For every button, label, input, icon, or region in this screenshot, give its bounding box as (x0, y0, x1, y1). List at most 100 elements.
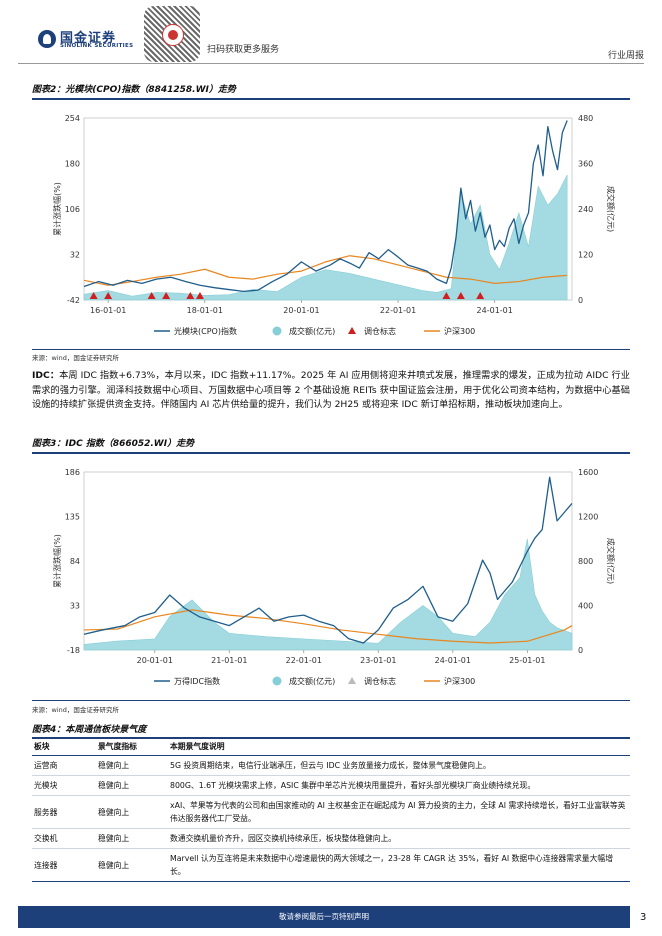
figure3-top-rule (32, 452, 630, 454)
cpo-y2-tick-label: 480 (578, 114, 593, 123)
cpo-series-index (83, 120, 568, 293)
cpo-legend-label: 调仓标志 (364, 326, 396, 336)
figure2-bottom-rule (32, 349, 630, 350)
scan-prompt: 扫码获取更多服务 (207, 45, 280, 55)
description-cell: Marvell 认为互连将是未来数据中心增速最快的两大领域之一，23-28 年 … (168, 848, 630, 882)
sector-cell: 光模块 (32, 775, 96, 796)
report-type: 行业周报 (607, 51, 644, 61)
cpo-legend-label: 沪深300 (444, 326, 475, 336)
cpo-rebalance-marker (147, 292, 156, 299)
cpo-series-csi300 (83, 255, 568, 286)
column-header: 本期景气度说明 (168, 739, 630, 756)
cpo-series-volume (83, 174, 568, 301)
cpo-legend-label: 成交额(亿元) (289, 326, 335, 336)
cpo-y2-tick-label: 120 (578, 251, 593, 260)
indicator-cell: 稳健向上 (96, 755, 168, 776)
indicator-cell: 稳健向上 (96, 775, 168, 796)
description-cell: 数通交换机量价齐升，园区交换机持续承压，板块整体稳健向上。 (168, 828, 630, 849)
idc-series-index (83, 476, 573, 644)
indicator-cell: 稳健向上 (96, 795, 168, 829)
table-row: 运营商 稳健向上 5G 投资周期结束，电信行业端承压，但云与 IDC 业务放量接… (32, 755, 630, 776)
idc-y2-tick-label: 1200 (578, 513, 598, 522)
logo-name-en: SINOLINK SECURITIES (60, 43, 134, 49)
idc-x-tick-label: 22-01-01 (286, 656, 322, 665)
cpo-y-tick-label: 254 (65, 114, 80, 123)
cpo-y2-tick-label: 360 (578, 160, 593, 169)
figure4-top-rule (32, 737, 630, 739)
footer-bar (18, 906, 630, 928)
idc-y-tick-label: 186 (65, 468, 80, 477)
cpo-rebalance-marker (456, 292, 465, 299)
figure2-top-rule (32, 98, 630, 100)
idc-legend-label: 调仓标志 (364, 676, 396, 686)
cpo-rebalance-marker (195, 292, 204, 299)
sector-cell: 运营商 (32, 755, 96, 776)
description-cell: xAI、苹果等为代表的公司和由国家推动的 AI 主权基金正在崛起成为 AI 算力… (168, 795, 630, 829)
description-cell: 800G、1.6T 光模块需求上修，ASIC 集群中单芯片光模块用量提升，看好头… (168, 775, 630, 796)
column-header: 景气度指标 (96, 739, 168, 756)
cpo-x-tick-label: 22-01-01 (380, 306, 416, 315)
description-cell: 5G 投资周期结束，电信行业端承压，但云与 IDC 业务放量接力成长，整体景气度… (168, 755, 630, 776)
idc-y-tick-label: 33 (70, 602, 80, 611)
idc-y2-tick-label: 800 (578, 557, 593, 566)
sentiment-table: 板块 景气度指标 本期景气度说明 运营商 稳健向上 5G 投资周期结束，电信行业… (32, 739, 630, 882)
figure2-source: 来源：wind，国金证券研究所 (32, 354, 119, 362)
cpo-y-tick-label: 32 (70, 251, 80, 260)
idc-paragraph: IDC：本周 IDC 指数+6.73%，本月以来，IDC 指数+11.17%。2… (32, 369, 630, 413)
cpo-rebalance-marker (476, 292, 485, 299)
table-row: 服务器 稳健向上 xAI、苹果等为代表的公司和由国家推动的 AI 主权基金正在崛… (32, 795, 630, 829)
chart-cpo: 16-01-01 18-01-01 20-01-01 22-01-01 24-01-01… (52, 114, 616, 336)
cpo-rebalance-marker (89, 292, 98, 299)
table-row: 交换机 稳健向上 数通交换机量价齐升，园区交换机持续承压，板块整体稳健向上。 (32, 828, 630, 849)
idc-x-tick-label: 23-01-01 (360, 656, 396, 665)
sector-cell: 连接器 (32, 848, 96, 882)
cpo-y2-axis-title: 成交额(亿元) (606, 186, 616, 232)
idc-x-tick-label: 21-01-01 (211, 656, 247, 665)
idc-y2-tick-label: 1600 (578, 468, 598, 477)
cpo-rebalance-marker (162, 292, 171, 299)
logo-icon (38, 30, 56, 48)
sector-cell: 交换机 (32, 828, 96, 849)
cpo-legend-swatch (348, 327, 356, 334)
figure2-title: 图表2：光模块(CPO)指数（8841258.WI）走势 (32, 85, 236, 95)
table-header-row: 板块 景气度指标 本期景气度说明 (32, 739, 630, 756)
figure3-title: 图表3：IDC 指数（866052.WI）走势 (32, 439, 195, 449)
cpo-x-tick-label: 18-01-01 (187, 306, 223, 315)
idc-y2-axis-title: 成交额(亿元) (606, 538, 616, 584)
cpo-y-tick-label: 106 (65, 205, 80, 214)
sector-cell: 服务器 (32, 795, 96, 829)
idc-y-axis-title: 累计涨跌幅(%) (52, 534, 62, 588)
idc-legend-swatch (272, 676, 282, 686)
idc-x-tick-label: 25-01-01 (509, 656, 545, 665)
idc-legend-swatch (348, 677, 356, 684)
idc-series-csi300 (83, 609, 573, 644)
cpo-legend-swatch (272, 326, 282, 336)
figure4-title: 图表4：本周通信板块景气度 (32, 725, 147, 735)
cpo-y-tick-label: -42 (67, 296, 80, 305)
idc-x-tick-label: 24-01-01 (435, 656, 471, 665)
cpo-rebalance-marker (186, 292, 195, 299)
idc-legend-label: 成交额(亿元) (289, 676, 335, 686)
cpo-y-tick-label: 180 (65, 160, 80, 169)
figure3-bottom-rule (32, 700, 630, 701)
idc-y2-tick-label: 400 (578, 602, 593, 611)
cpo-y2-tick-label: 0 (578, 296, 583, 305)
idc-y-tick-label: 84 (70, 557, 80, 566)
idc-x-tick-label: 20-01-01 (137, 656, 173, 665)
idc-series-volume (83, 538, 573, 651)
figure3-source: 来源：wind，国金证券研究所 (32, 706, 119, 714)
idc-legend-label: 沪深300 (444, 676, 475, 686)
footer-disclaimer[interactable]: 敬请参阅最后一页特别声明 (279, 912, 369, 921)
idc-y2-tick-label: 0 (578, 646, 583, 655)
cpo-rebalance-marker (442, 292, 451, 299)
cpo-x-tick-label: 16-01-01 (90, 306, 126, 315)
logo-name-cn: 国金证券 (60, 31, 117, 46)
chart-idc: 20-01-01 21-01-01 22-01-01 23-01-01 24-01-01… (52, 468, 616, 686)
idc-paragraph-label: IDC： (32, 370, 60, 381)
idc-paragraph-text: 本周 IDC 指数+6.73%，本月以来，IDC 指数+11.17%。2025 … (32, 370, 630, 410)
table-row: 连接器 稳健向上 Marvell 认为互连将是未来数据中心增速最快的两大领域之一… (32, 848, 630, 882)
table-row: 光模块 稳健向上 800G、1.6T 光模块需求上修，ASIC 集群中单芯片光模… (32, 775, 630, 796)
idc-legend-label: 万得IDC指数 (174, 676, 220, 686)
cpo-rebalance-marker (104, 292, 113, 299)
header-divider (18, 63, 644, 64)
